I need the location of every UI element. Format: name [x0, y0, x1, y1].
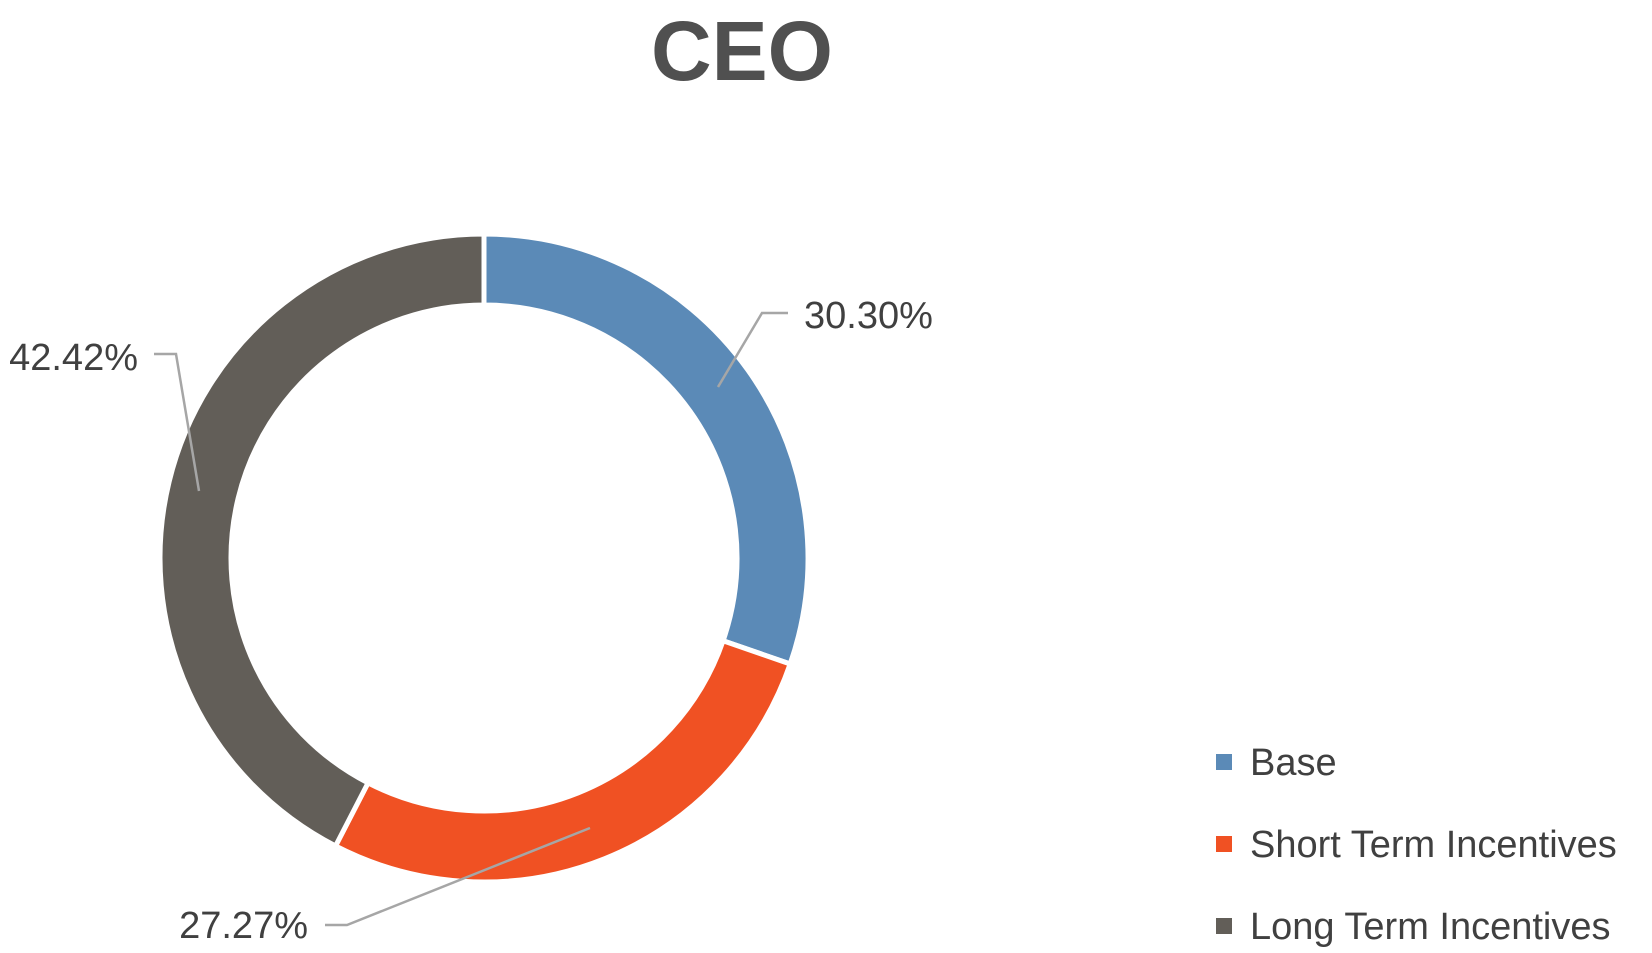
chart-title: CEO — [651, 4, 833, 98]
legend-entry-short-term-incentives: Short Term Incentives — [1250, 824, 1617, 866]
data-label-long-term-incentives: 42.42% — [9, 337, 138, 379]
leader-line-base — [716, 311, 788, 388]
leader-line-short-term-incentives — [325, 826, 591, 927]
slice-long-term-incentives — [157, 231, 487, 850]
legend-entry-long-term-incentives: Long Term Incentives — [1250, 906, 1611, 948]
data-labels: 30.30% 27.27% 42.42% — [9, 295, 933, 947]
slice-short-term-incentives — [332, 637, 794, 885]
data-label-short-term-incentives: 27.27% — [179, 905, 308, 947]
legend-entry-base: Base — [1250, 742, 1337, 784]
legend-swatch-short-term-incentives — [1216, 836, 1232, 852]
slice-base — [481, 231, 811, 668]
leader-line-long-term-incentives — [154, 352, 201, 492]
legend-swatch-base — [1216, 754, 1232, 770]
donut-slices — [157, 231, 811, 885]
legend-swatch-long-term-incentives — [1216, 918, 1232, 934]
legend: Base Short Term Incentives Long Term Incen… — [1216, 742, 1617, 948]
data-label-base: 30.30% — [804, 295, 933, 337]
